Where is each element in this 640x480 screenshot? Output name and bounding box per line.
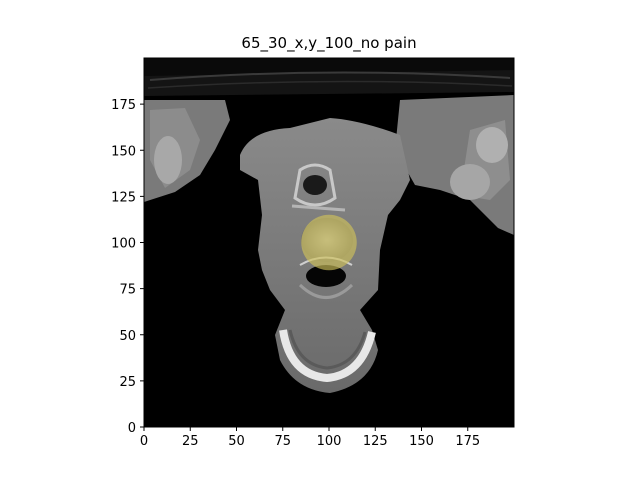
y-tick-label: 50 <box>119 329 136 344</box>
x-tick-label: 0 <box>140 434 148 449</box>
x-tick-label: 25 <box>182 434 199 449</box>
x-tick-label: 150 <box>409 434 434 449</box>
y-tick-label: 100 <box>111 237 136 252</box>
y-tick-label: 25 <box>119 375 136 390</box>
y-tick-label: 0 <box>128 421 136 436</box>
x-tick-label: 50 <box>228 434 245 449</box>
x-axis: 0 25 50 75 100 125 150 175 <box>140 427 480 449</box>
y-tick-label: 75 <box>119 283 136 298</box>
x-tick-label: 175 <box>455 434 480 449</box>
figure-title: 65_30_x,y_100_no pain <box>241 34 417 52</box>
x-tick-label: 100 <box>317 434 342 449</box>
ct-image <box>144 58 514 427</box>
x-tick-label: 125 <box>363 434 388 449</box>
y-tick-label: 150 <box>111 144 136 159</box>
x-tick-label: 75 <box>274 434 291 449</box>
y-tick-label: 125 <box>111 190 136 205</box>
y-axis: 0 25 50 75 100 125 150 175 <box>111 98 144 436</box>
y-tick-label: 175 <box>111 98 136 113</box>
roi-overlay <box>301 214 357 271</box>
